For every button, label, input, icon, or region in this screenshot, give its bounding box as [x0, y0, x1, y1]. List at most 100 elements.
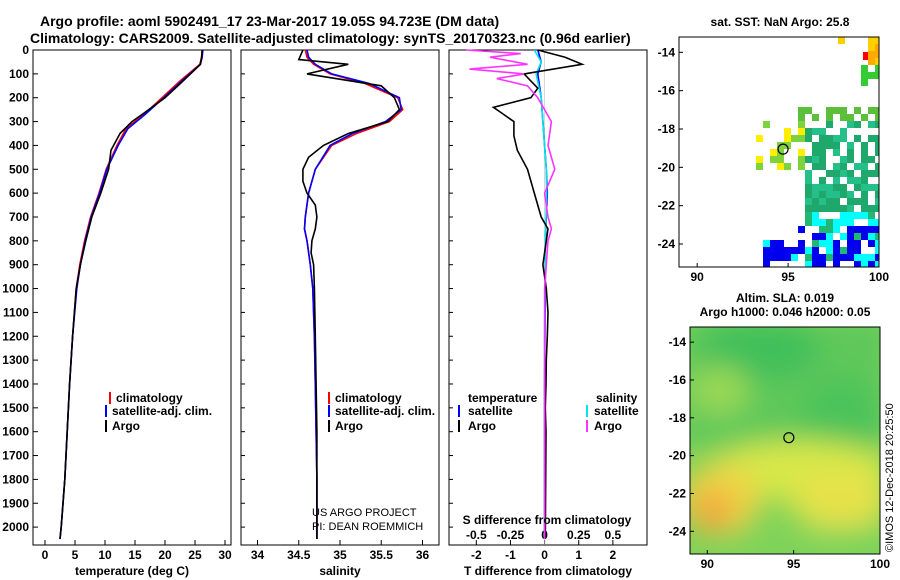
sst-cell — [798, 226, 805, 233]
sst-cell — [875, 142, 879, 149]
salinity-panel — [240, 49, 440, 546]
sst-cell — [812, 254, 819, 261]
sst-cell — [798, 163, 805, 170]
depth-tick-label: 900 — [9, 258, 29, 272]
sst-cell — [875, 107, 879, 114]
sst-cell — [763, 261, 770, 267]
sst-cell — [756, 135, 763, 142]
map-y-tick-label: -18 — [658, 122, 676, 136]
sst-cell — [868, 121, 875, 128]
sst-cell — [861, 254, 868, 261]
salinity-xlabel: salinity — [319, 564, 361, 578]
depth-axis: 0 100 200 300 400 500 600 700 800 900 1000 1100 1200… — [2, 43, 453, 534]
sst-cell — [875, 247, 879, 254]
s-diff-tick-label: 0.5 — [605, 528, 622, 542]
map-x-tick-label: 95 — [781, 270, 795, 284]
argo-position-marker — [777, 143, 789, 155]
sst-cell — [812, 184, 819, 191]
sst-cell — [833, 226, 840, 233]
depth-tick-label: 300 — [9, 115, 29, 129]
sst-cell — [812, 142, 819, 149]
sst-cell — [819, 191, 826, 198]
sst-cell — [840, 128, 847, 135]
sst-cell — [861, 65, 868, 72]
sst-cell — [847, 170, 854, 177]
sst-cell — [770, 156, 777, 163]
sst-cell — [763, 121, 770, 128]
s-diff-tick-label: -0.25 — [497, 528, 525, 542]
sst-cell — [805, 177, 812, 184]
sst-cell — [812, 233, 819, 240]
sst-cell — [847, 121, 854, 128]
sst-cell — [833, 219, 840, 226]
sst-cell — [868, 254, 875, 261]
sst-cell — [826, 198, 833, 205]
sst-cell — [819, 205, 826, 212]
depth-tick-label: 400 — [9, 138, 29, 152]
sst-cell — [812, 156, 819, 163]
sst-map — [679, 37, 879, 267]
sst-cell — [854, 233, 861, 240]
sst-cell — [819, 177, 826, 184]
series-line-salinity-argo — [466, 49, 556, 539]
legend-swatch-climatology — [109, 392, 111, 404]
sst-cell — [770, 240, 777, 247]
sst-cell — [805, 156, 812, 163]
sst-cell — [805, 261, 812, 267]
sst-cell — [812, 114, 819, 121]
sst-cell — [875, 191, 879, 198]
sst-cell — [784, 128, 791, 135]
x-tick-label: 15 — [128, 548, 142, 562]
sst-cell — [756, 163, 763, 170]
legend-label-satellite: satellite-adj. clim. — [112, 404, 212, 418]
sst-cell — [763, 240, 770, 247]
sst-cell — [868, 240, 875, 247]
sst-cell — [833, 177, 840, 184]
x-tick-label: 0 — [42, 548, 49, 562]
sst-cell — [840, 163, 847, 170]
sst-cell — [868, 184, 875, 191]
sst-cell — [875, 233, 879, 240]
sst-cell — [770, 254, 777, 261]
sst-cell — [833, 198, 840, 205]
map-x-tick-label: 95 — [787, 557, 801, 571]
sst-cell — [812, 219, 819, 226]
sst-cell — [840, 156, 847, 163]
sst-cell — [833, 135, 840, 142]
sla-map-subtitle: Argo h1000: 0.046 h2000: 0.05 — [700, 305, 871, 319]
depth-tick-label: 700 — [9, 210, 29, 224]
x-tick-label: 0 — [541, 548, 548, 562]
map-y-tick-label: -18 — [669, 411, 687, 425]
map-y-tick-label: -16 — [658, 84, 676, 98]
sst-cell — [861, 72, 868, 79]
sst-cell — [812, 128, 819, 135]
sst-cell — [791, 247, 798, 254]
sst-cell — [819, 240, 826, 247]
sst-cell — [777, 240, 784, 247]
sst-cell — [777, 254, 784, 261]
sst-cell — [819, 156, 826, 163]
x-tick-label: 30 — [218, 548, 232, 562]
sst-cell — [847, 226, 854, 233]
x-tick-label: 34.5 — [287, 548, 311, 562]
x-tick-label: -1 — [505, 548, 516, 562]
sst-cell — [868, 212, 875, 219]
sst-cell — [861, 198, 868, 205]
sst-cell — [819, 149, 826, 156]
sst-cell — [826, 205, 833, 212]
sst-cell — [868, 233, 875, 240]
sst-cell — [854, 184, 861, 191]
sst-cell — [868, 72, 875, 79]
sst-cell — [840, 191, 847, 198]
map-x-tick-label: 100 — [869, 270, 889, 284]
legend-swatch-t-argo — [458, 420, 460, 432]
x-tick-label: 25 — [188, 548, 202, 562]
depth-tick-label: 1900 — [2, 496, 29, 510]
sst-cell — [875, 65, 879, 72]
sst-cell — [861, 233, 868, 240]
sst-cell — [861, 226, 868, 233]
sst-cell — [854, 198, 861, 205]
sst-cell — [770, 247, 777, 254]
depth-tick-label: 1500 — [2, 401, 29, 415]
temperature-legend: climatology satellite-adj. clim. Argo — [105, 391, 212, 433]
